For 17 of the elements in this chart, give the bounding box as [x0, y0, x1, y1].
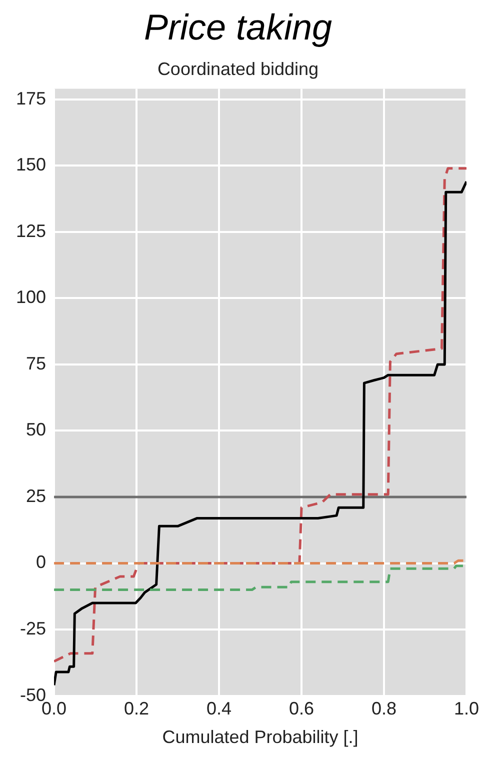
y-tick-label: 125	[16, 220, 46, 241]
x-tick-label: 0.4	[206, 698, 232, 719]
x-tick-label: 0.2	[124, 698, 150, 719]
chart-subtitle: Coordinated bidding	[157, 58, 319, 79]
y-tick-label: 150	[16, 154, 46, 175]
y-tick-label: 50	[26, 420, 46, 440]
x-axis-title: Cumulated Probability [.]	[162, 727, 358, 748]
x-tick-label: 1.0	[454, 698, 480, 719]
y-tick-label: -25	[20, 618, 46, 638]
y-tick-label: 25	[26, 486, 46, 506]
x-tick-label: 0.6	[288, 698, 314, 719]
y-tick-label: 175	[16, 88, 46, 108]
x-tick-label: 0.8	[371, 698, 397, 719]
y-tick-label: 0	[36, 552, 46, 572]
chart-title: Price taking	[144, 6, 332, 48]
y-tick-label: 75	[26, 353, 46, 374]
y-tick-label: 100	[16, 287, 46, 308]
